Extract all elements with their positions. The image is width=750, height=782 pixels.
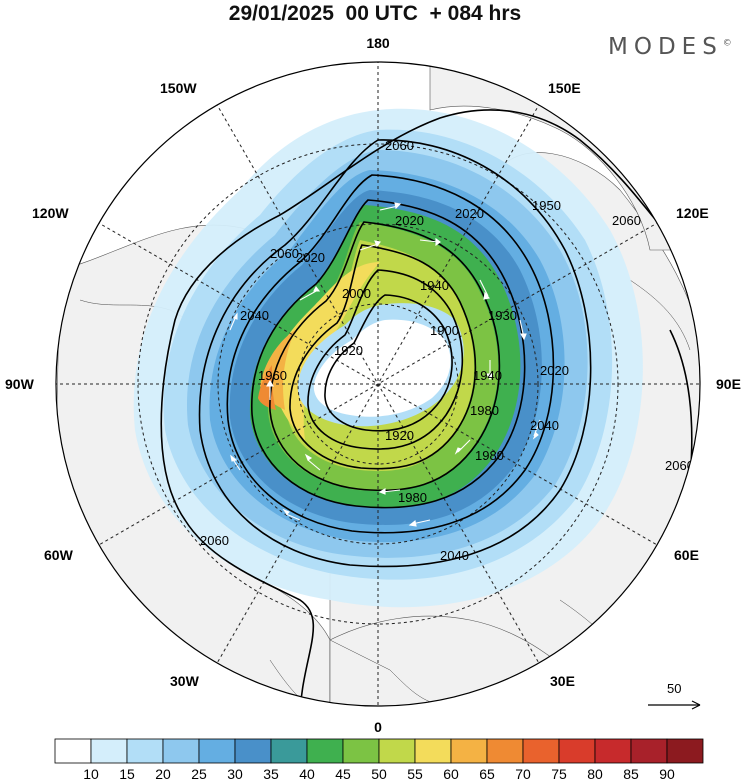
map-border: [55, 61, 701, 707]
colorbar-tick-label: 60: [443, 766, 459, 782]
colorbar-swatch: [234, 738, 272, 764]
colorbar-swatch: [162, 738, 200, 764]
label-60w: 60W: [44, 547, 74, 563]
colorbar-swatch: [522, 738, 560, 764]
colorbar-tick-label: 20: [155, 766, 171, 782]
colorbar-swatch: [414, 738, 452, 764]
contour-label: 2060: [270, 246, 299, 261]
contour-label: 2060: [385, 138, 414, 153]
contour-label: 1960: [258, 368, 287, 383]
colorbar-swatch: [270, 738, 308, 764]
contour-label: 2020: [296, 250, 325, 265]
contour-label: 2060: [665, 458, 694, 473]
label-30e: 30E: [550, 673, 575, 689]
contour-label: 2060: [612, 213, 641, 228]
colorbar: 10 15 20 25 30 35 40 45 50 55 60 65 70 75 80 85 90: [54, 738, 704, 782]
colorbar-tick-label: 25: [191, 766, 207, 782]
label-180: 180: [366, 35, 390, 51]
colorbar-swatch: [450, 738, 488, 764]
arrowhead-icon: [691, 700, 701, 710]
colorbar-tick-label: 35: [263, 766, 279, 782]
colorbar-swatch: [594, 738, 632, 764]
contour-label: 2020: [455, 206, 484, 221]
contour-label: 1980: [475, 448, 504, 463]
colorbar-swatch: [342, 738, 380, 764]
colorbar-swatch: [126, 738, 164, 764]
contour-label: 1950: [532, 198, 561, 213]
colorbar-swatch: [558, 738, 596, 764]
meridian-labels: 180 0 90W 90E 150W 150E 120W 120E 60W 60…: [5, 35, 741, 735]
colorbar-tick-label: 75: [551, 766, 567, 782]
colorbar-tick-label: 65: [479, 766, 495, 782]
label-120w: 120W: [32, 205, 69, 221]
colorbar-swatch: [198, 738, 236, 764]
contour-label: 2000: [342, 286, 371, 301]
colorbar-tick-label: 15: [119, 766, 135, 782]
colorbar-tick-label: 30: [227, 766, 243, 782]
colorbar-swatch: [630, 738, 668, 764]
contour-label: 1940: [473, 368, 502, 383]
colorbar-tick-label: 10: [83, 766, 99, 782]
contour-label: 1920: [334, 343, 363, 358]
colorbar-tick-label: 80: [587, 766, 603, 782]
contour-label: 1980: [398, 490, 427, 505]
brand-logo: MODES©: [608, 34, 732, 60]
contour-label: 2060: [200, 533, 229, 548]
label-0: 0: [374, 719, 382, 735]
label-90e: 90E: [716, 376, 741, 392]
colorbar-tick-label: 90: [659, 766, 675, 782]
contour-label: 2020: [395, 213, 424, 228]
wind-reference: 50: [648, 681, 701, 710]
colorbar-swatch: [486, 738, 524, 764]
label-150w: 150W: [160, 80, 197, 96]
colorbar-tick-label: 70: [515, 766, 531, 782]
label-30w: 30W: [170, 673, 200, 689]
contour-label-group: 2060 2060 2060 2040 2020 2000 1960 1920 …: [200, 138, 694, 563]
brand-mark: ©: [722, 38, 732, 49]
brand-text: MODES: [608, 34, 723, 60]
label-120e: 120E: [676, 205, 709, 221]
wind-vectors: [229, 202, 541, 527]
colorbar-swatch: [666, 738, 704, 764]
contour-label: 1920: [385, 428, 414, 443]
colorbar-swatch: [378, 738, 416, 764]
map-title: 29/01/2025 00 UTC + 084 hrs: [228, 2, 522, 25]
colorbar-swatch: [90, 738, 128, 764]
label-90w: 90W: [5, 376, 35, 392]
contour-label: 2040: [530, 418, 559, 433]
label-150e: 150E: [548, 80, 581, 96]
colorbar-tick-label: 40: [299, 766, 315, 782]
wind-reference-value: 50: [667, 681, 681, 696]
colorbar-tick-label: 45: [335, 766, 351, 782]
graticule: [56, 62, 700, 706]
contour-label: 2040: [240, 308, 269, 323]
colorbar-tick-label: 85: [623, 766, 639, 782]
contour-label: 1930: [488, 308, 517, 323]
contour-label: 2020: [540, 363, 569, 378]
map-disk: 2060 2060 2060 2040 2020 2000 1960 1920 …: [56, 62, 700, 706]
label-60e: 60E: [674, 547, 699, 563]
colorbar-tick-label: 50: [371, 766, 387, 782]
contour-label: 1980: [470, 403, 499, 418]
colorbar-swatch: [54, 738, 92, 764]
contour-label: 2040: [440, 548, 469, 563]
colorbar-swatch: [306, 738, 344, 764]
contour-label: 1940: [420, 278, 449, 293]
colorbar-tick-label: 55: [407, 766, 423, 782]
contour-label: 1900: [430, 323, 459, 338]
